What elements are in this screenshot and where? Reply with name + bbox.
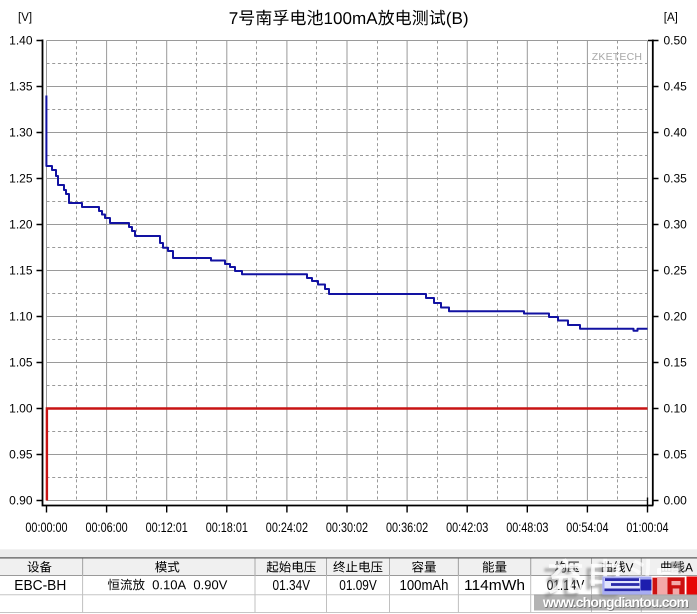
svg-text:1.30: 1.30: [9, 125, 33, 139]
svg-text:0.15: 0.15: [664, 355, 688, 369]
svg-text:00:30:02: 00:30:02: [326, 519, 368, 535]
svg-text:00:48:03: 00:48:03: [506, 519, 548, 535]
svg-text:0.40: 0.40: [664, 125, 688, 139]
svg-text:00:54:04: 00:54:04: [566, 519, 608, 535]
svg-text:00:18:01: 00:18:01: [206, 519, 248, 535]
svg-text:0.35: 0.35: [664, 171, 688, 185]
svg-text:1.35: 1.35: [9, 79, 33, 93]
svg-text:www.chongdiantou.com: www.chongdiantou.com: [543, 595, 690, 611]
svg-text:00:00:00: 00:00:00: [25, 519, 67, 535]
svg-text:01.34V: 01.34V: [273, 578, 311, 594]
svg-text:0.20: 0.20: [664, 309, 688, 323]
svg-text:[A]: [A]: [664, 12, 678, 24]
svg-text:www.chongdiantou.com: www.chongdiantou.com: [542, 594, 689, 610]
svg-text:0.50: 0.50: [664, 33, 688, 47]
svg-text:00:06:00: 00:06:00: [86, 519, 128, 535]
svg-text:0.00: 0.00: [664, 493, 688, 507]
svg-text:EBC-BH: EBC-BH: [14, 578, 66, 594]
svg-text:1.25: 1.25: [9, 171, 33, 185]
svg-text:00:36:02: 00:36:02: [386, 519, 428, 535]
svg-text:1.20: 1.20: [9, 217, 33, 231]
svg-text:100mAh: 100mAh: [400, 578, 449, 594]
svg-text:1.40: 1.40: [9, 33, 33, 47]
svg-text:0.30: 0.30: [664, 217, 688, 231]
svg-text:1.00: 1.00: [9, 401, 33, 415]
svg-text:0.05: 0.05: [664, 447, 688, 461]
svg-text:00:12:01: 00:12:01: [146, 519, 188, 535]
svg-text:1.10: 1.10: [9, 309, 33, 323]
svg-text:ZKETECH: ZKETECH: [592, 51, 642, 63]
svg-text:114mWh: 114mWh: [464, 578, 525, 594]
svg-text:00:24:02: 00:24:02: [266, 519, 308, 535]
svg-text:[V]: [V]: [18, 12, 32, 24]
svg-text:01.09V: 01.09V: [339, 578, 377, 594]
svg-text:0.45: 0.45: [664, 79, 688, 93]
svg-text:01:00:04: 01:00:04: [626, 519, 668, 535]
svg-text:0.10: 0.10: [664, 401, 688, 415]
svg-text:0.90: 0.90: [9, 493, 33, 507]
svg-text:00:42:03: 00:42:03: [446, 519, 488, 535]
svg-text:0.25: 0.25: [664, 263, 688, 277]
svg-text:1.15: 1.15: [9, 263, 33, 277]
svg-text:1.05: 1.05: [9, 355, 33, 369]
svg-text:0.95: 0.95: [9, 447, 33, 461]
